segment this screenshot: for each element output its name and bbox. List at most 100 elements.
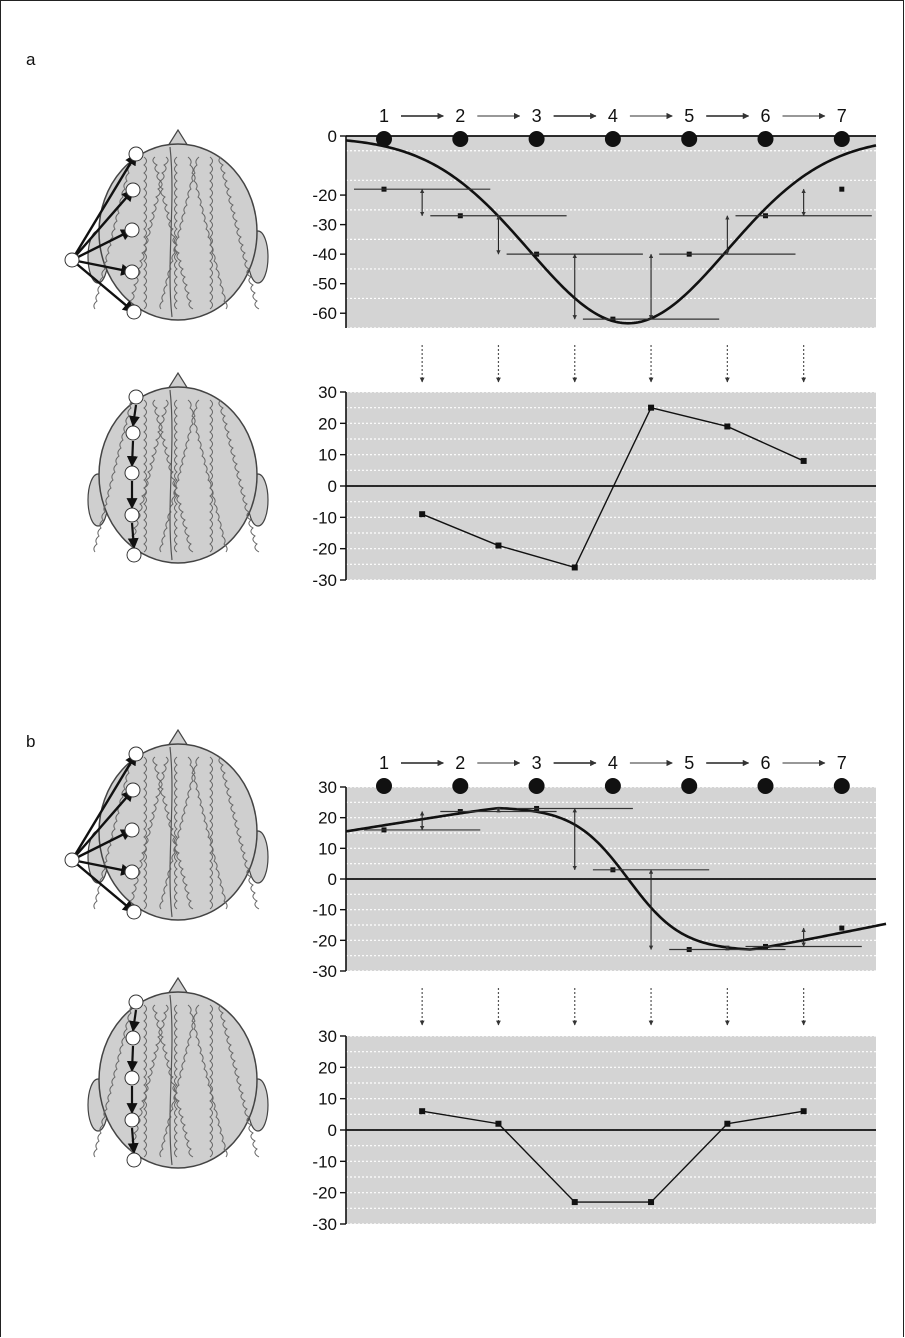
y-tick-label: 0 [328,1121,337,1140]
electrode-arrow [71,828,134,862]
panel-b-top-chart: 30 20 10 0 -10 -20 -30 [312,778,887,981]
electrode-icon [126,904,142,920]
panel-b-bottom-head-bip [87,976,269,1169]
electrode-icon [124,264,140,280]
electrode-icon [125,1030,141,1046]
electrode-arrow [70,152,138,261]
electrode-icon [128,389,144,405]
panel-b-bipolar-series [419,1108,807,1206]
step-number-label: 1 [379,106,389,126]
y-tick-label: -60 [312,304,337,323]
y-tick-label: -10 [312,508,337,527]
electrode-icon [124,1112,140,1128]
electrode-arrow [71,259,135,313]
y-tick-label: 20 [318,1058,337,1077]
plot-background [346,136,876,328]
brain-fold-icon [218,756,260,910]
data-point [724,1120,731,1127]
bipolar-arrow [127,1127,139,1155]
electrode-arrow [71,789,134,861]
electrode-icon [126,547,142,563]
electrode-icon [126,304,142,320]
electrode-arrow [71,858,134,876]
y-tick-label: 30 [318,383,337,402]
panel-b-bottom-chart: 30 20 10 0 -10 -20 -30 [312,1027,876,1234]
y-tick-label: -20 [312,186,337,205]
y-tick-label: 10 [318,839,337,858]
brain-fold-icon [127,156,169,310]
brain-fold-icon [93,1004,134,1158]
brain-fold-icon [218,156,260,310]
reference-electrode-icon [64,252,80,268]
midline-fissure-icon [169,389,173,561]
step-number-label: 5 [684,753,694,773]
y-tick-label: 0 [328,477,337,496]
data-point [648,1199,655,1206]
electrode-icon [128,994,144,1010]
bipolar-arrow [126,1045,138,1073]
data-point [800,457,807,464]
electrode-position-dot [528,131,545,147]
electrode-position-dot [757,131,774,147]
brain-fold-icon [174,1004,178,1158]
electrode-icon [125,425,141,441]
brain-fold-icon [127,1004,169,1158]
brain-fold-icon [187,399,228,553]
brain-fold-icon [159,399,200,553]
bipolar-arrow [126,440,138,468]
panel-a-bottom-head-bip [87,371,269,564]
y-tick-label: 0 [328,127,337,146]
y-tick-label: -50 [312,275,337,294]
brain-fold-icon [127,399,169,553]
electrode-icon [124,864,140,880]
data-point [571,564,578,571]
y-tick-label: -30 [312,216,337,235]
brain-fold-icon [218,399,260,553]
panel-a-derivation-arrows [419,345,807,383]
midline-fissure-icon [169,146,173,318]
brain-fold-icon [143,156,147,310]
electrode-arrow [71,228,134,262]
y-tick-label: 20 [318,414,337,433]
data-point [495,542,502,549]
panel-b-derivation-arrows [419,988,807,1026]
data-point [419,511,426,518]
y-tick-label: 30 [318,1027,337,1046]
potential-curve [345,806,887,951]
brain-fold-icon [209,756,213,910]
electrode-position-dot [452,778,469,794]
electrode-arrow [71,859,135,913]
brain-fold-icon [127,756,169,910]
electrode-icon [124,822,140,838]
electrode-icon [124,1070,140,1086]
brain-fold-icon [159,156,200,310]
midline-fissure-icon [169,746,173,918]
y-tick-label: -30 [312,1215,337,1234]
step-number-label: 2 [455,106,465,126]
data-point [571,1199,578,1206]
panel-a-step-row: 1 2 3 4 5 6 7 [376,106,850,147]
y-tick-label: -30 [312,571,337,590]
panel-a-bipolar-series [419,404,807,571]
panel-b-top-head-ref [64,728,269,921]
electrode-position-dot [376,778,392,794]
electrode-icon [125,182,141,198]
brain-fold-icon [209,399,213,553]
y-tick-label: -20 [312,540,337,559]
electrode-arrow [70,752,138,861]
electrode-position-dot [376,131,392,147]
step-number-label: 7 [837,753,847,773]
step-number-label: 3 [532,753,542,773]
brain-fold-icon [143,399,147,553]
brain-fold-icon [174,756,178,910]
brain-fold-icon [209,156,213,310]
electrode-icon [124,507,140,523]
y-tick-label: 30 [318,778,337,797]
data-point [800,1108,807,1115]
y-tick-label: -30 [312,962,337,981]
electrode-icon [126,1152,142,1168]
bipolar-arrow [128,404,140,428]
brain-fold-icon [187,756,228,910]
y-tick-label: 10 [318,446,337,465]
panel-b-step-row: 1 2 3 4 5 6 7 [376,753,850,794]
